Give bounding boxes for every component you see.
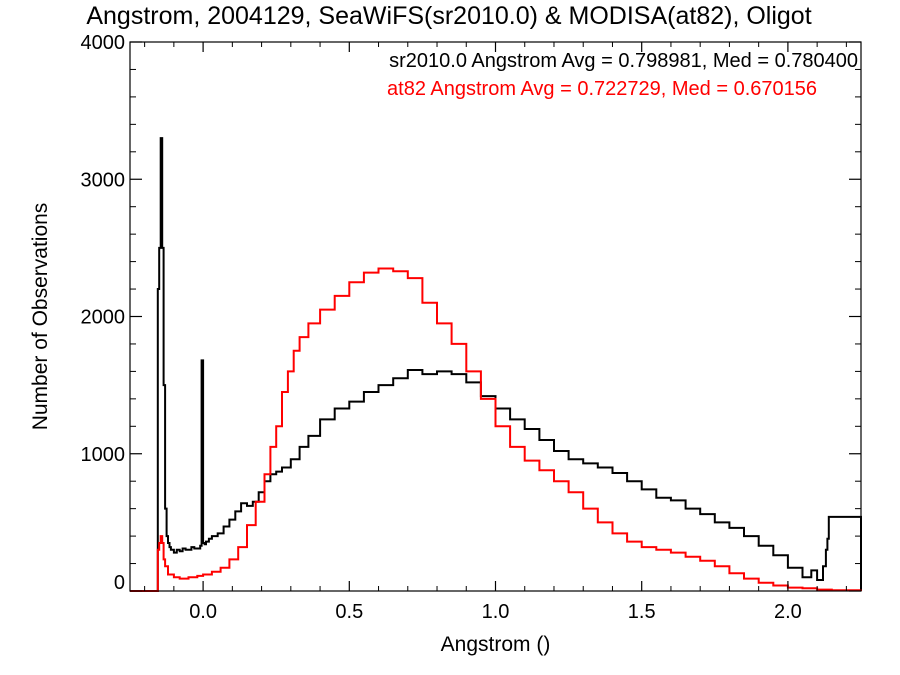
series-line-red bbox=[130, 267, 862, 592]
x-tick-label: 0.5 bbox=[335, 601, 363, 623]
x-axis-label: Angstrom () bbox=[441, 633, 551, 656]
y-tick-label: 2000 bbox=[81, 307, 126, 329]
x-tick-label: 0.0 bbox=[189, 601, 217, 623]
y-tick-label: 4000 bbox=[81, 32, 126, 54]
x-tick-label: 2.0 bbox=[774, 601, 802, 623]
avg-median-annotation-black: sr2010.0 Angstrom Avg = 0.798981, Med = … bbox=[389, 50, 858, 72]
avg-median-annotation-red: at82 Angstrom Avg = 0.722729, Med = 0.67… bbox=[387, 78, 817, 100]
x-tick-label: 1.0 bbox=[482, 601, 510, 623]
x-tick-label: 1.5 bbox=[628, 601, 656, 623]
axis-layer: 0.0 0.5 1.0 1.5 2.0 0 1000 2000 3000 4000 bbox=[81, 32, 861, 623]
chart-title: Angstrom, 2004129, SeaWiFS(sr2010.0) & M… bbox=[86, 2, 811, 30]
y-tick-label: 0 bbox=[114, 572, 125, 594]
y-tick-label: 3000 bbox=[81, 169, 126, 191]
series-line-black bbox=[130, 137, 862, 592]
series-layer bbox=[130, 137, 862, 592]
y-axis-label: Number of Observations bbox=[29, 203, 52, 431]
y-tick-label: 1000 bbox=[81, 444, 126, 466]
